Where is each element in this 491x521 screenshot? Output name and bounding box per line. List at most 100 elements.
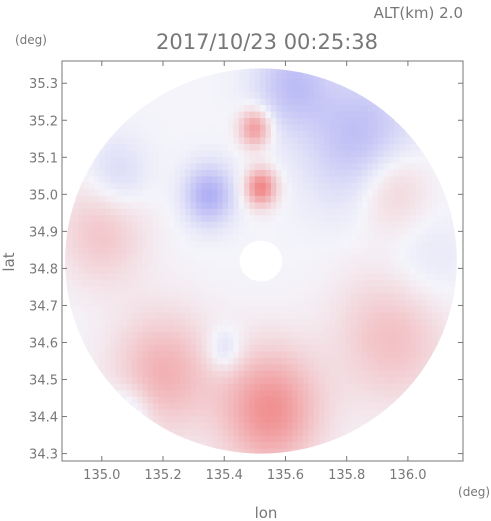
velocity-cell: [436, 422, 443, 430]
velocity-cell: [265, 195, 272, 203]
velocity-cell: [308, 305, 315, 313]
velocity-cell: [99, 422, 106, 430]
velocity-cell: [431, 298, 438, 307]
velocity-cell: [67, 298, 74, 307]
velocity-cell: [131, 240, 138, 248]
velocity-cell: [276, 286, 283, 294]
velocity-cell: [292, 182, 299, 190]
velocity-cell: [99, 253, 106, 261]
velocity-cell: [265, 85, 272, 93]
velocity-cell: [185, 156, 192, 164]
velocity-cell: [442, 389, 449, 397]
velocity-cell: [361, 435, 368, 443]
velocity-cell: [211, 260, 218, 268]
velocity-cell: [211, 162, 218, 170]
velocity-cell: [185, 240, 192, 248]
velocity-cell: [270, 422, 277, 430]
velocity-cell: [356, 422, 363, 430]
velocity-cell: [383, 305, 390, 313]
velocity-cell: [174, 357, 181, 365]
velocity-cell: [319, 201, 326, 209]
velocity-cell: [195, 221, 202, 229]
velocity-cell: [351, 91, 358, 99]
velocity-cell: [442, 221, 449, 229]
velocity-cell: [217, 234, 224, 242]
velocity-cell: [206, 78, 213, 86]
velocity-cell: [340, 78, 347, 86]
velocity-cell: [185, 298, 192, 307]
velocity-cell: [383, 247, 390, 255]
velocity-cell: [276, 201, 283, 209]
velocity-cell: [388, 363, 395, 371]
velocity-cell: [420, 98, 427, 106]
velocity-cell: [420, 376, 427, 384]
velocity-cell: [324, 78, 331, 86]
velocity-cell: [99, 370, 106, 378]
velocity-cell: [110, 337, 117, 345]
velocity-cell: [281, 78, 288, 86]
velocity-cell: [67, 383, 74, 391]
velocity-cell: [276, 72, 283, 80]
velocity-cell: [174, 78, 181, 86]
velocity-cell: [217, 298, 224, 307]
velocity-cell: [142, 136, 149, 145]
velocity-cell: [410, 422, 417, 430]
velocity-cell: [233, 337, 240, 345]
velocity-cell: [324, 298, 331, 307]
velocity-cell: [142, 370, 149, 378]
velocity-cell: [388, 208, 395, 216]
velocity-cell: [147, 149, 154, 157]
velocity-cell: [335, 227, 342, 235]
velocity-cell: [67, 68, 74, 73]
velocity-cell: [131, 201, 138, 209]
velocity-cell: [372, 227, 379, 235]
velocity-cell: [404, 435, 411, 443]
velocity-cell: [415, 298, 422, 307]
velocity-cell: [426, 234, 433, 242]
velocity-cell: [94, 149, 101, 157]
velocity-cell: [329, 214, 336, 222]
velocity-cell: [361, 286, 368, 294]
velocity-cell: [260, 143, 267, 151]
velocity-cell: [249, 253, 256, 261]
velocity-cell: [110, 78, 117, 86]
velocity-cell: [238, 292, 245, 300]
velocity-cell: [378, 311, 385, 320]
velocity-cell: [286, 104, 293, 112]
velocity-cell: [270, 240, 277, 248]
velocity-cell: [120, 234, 127, 242]
velocity-cell: [179, 182, 186, 190]
velocity-cell: [286, 324, 293, 332]
velocity-cell: [94, 422, 101, 430]
velocity-cell: [120, 98, 127, 106]
velocity-cell: [228, 389, 235, 397]
velocity-cell: [115, 273, 122, 281]
velocity-cell: [335, 318, 342, 326]
velocity-cell: [292, 441, 299, 449]
velocity-cell: [201, 422, 208, 430]
velocity-cell: [324, 111, 331, 119]
velocity-cell: [217, 389, 224, 397]
velocity-cell: [65, 370, 68, 378]
velocity-cell: [233, 143, 240, 151]
velocity-cell: [367, 428, 374, 436]
velocity-cell: [356, 117, 363, 125]
velocity-cell: [351, 214, 358, 222]
velocity-cell: [383, 59, 389, 66]
velocity-cell: [281, 286, 288, 294]
velocity-cell: [388, 409, 395, 417]
velocity-cell: [319, 337, 326, 345]
velocity-cell: [206, 247, 213, 255]
velocity-cell: [244, 111, 251, 119]
velocity-cell: [83, 279, 90, 287]
velocity-cell: [211, 156, 218, 164]
velocity-cell: [372, 240, 379, 248]
velocity-cell: [158, 389, 165, 397]
velocity-cell: [190, 344, 197, 352]
velocity-cell: [345, 136, 352, 145]
velocity-cell: [249, 195, 256, 203]
velocity-cell: [340, 214, 347, 222]
velocity-cell: [281, 266, 288, 274]
velocity-cell: [286, 286, 293, 294]
velocity-cell: [372, 383, 379, 391]
